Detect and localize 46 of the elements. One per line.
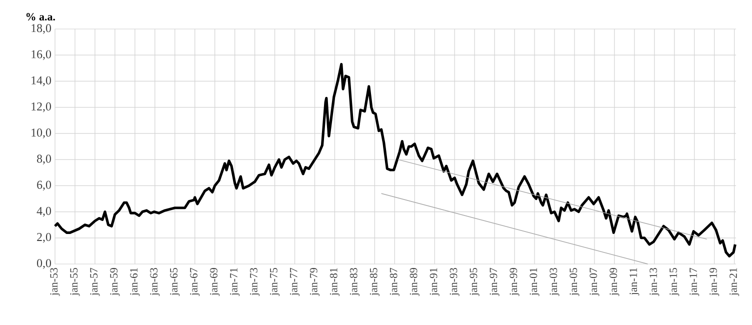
x-tick-label: jan-91 xyxy=(430,268,440,296)
y-tick-label: 2,0 xyxy=(37,232,52,243)
x-tick-label: jan-21 xyxy=(730,268,740,296)
y-tick-label: 0,0 xyxy=(36,259,52,269)
y-tick-label: 14,0 xyxy=(32,76,52,86)
x-tick-label: jan-95 xyxy=(470,268,480,296)
x-tick-label: jan-03 xyxy=(550,268,560,296)
y-tick-label: 16,0 xyxy=(32,50,52,60)
x-tick-label: jan-01 xyxy=(530,268,540,296)
x-tick-label: jan-55 xyxy=(70,268,80,296)
y-tick-label: 18,0 xyxy=(32,24,52,34)
x-tick-label: jan-15 xyxy=(670,268,680,296)
y-tick-label: 4,0 xyxy=(36,206,52,217)
x-tick-label: jan-87 xyxy=(390,268,400,296)
x-tick-label: jan-61 xyxy=(130,268,140,296)
x-tick-label: jan-77 xyxy=(290,268,300,296)
y-tick-label: 6,0 xyxy=(37,180,52,191)
x-tick-label: jan-19 xyxy=(710,268,720,296)
x-tick-label: jan-67 xyxy=(190,268,200,296)
x-tick-label: jan-81 xyxy=(330,268,340,296)
y-tick-label: 8,0 xyxy=(36,154,52,164)
x-tick-label: jan-75 xyxy=(270,268,280,296)
x-tick-label: jan-83 xyxy=(350,268,360,296)
x-tick-label: jan-53 xyxy=(50,268,60,296)
x-tick-label: jan-59 xyxy=(110,268,120,296)
x-tick-label: jan-73 xyxy=(250,268,260,296)
x-tick-label: jan-93 xyxy=(450,268,460,296)
x-tick-label: jan-13 xyxy=(650,268,660,296)
x-tick-label: jan-65 xyxy=(170,268,180,296)
x-tick-label: jan-17 xyxy=(690,268,700,296)
y-tick-label: 10,0 xyxy=(32,128,52,138)
x-tick-label: jan-89 xyxy=(410,268,420,296)
x-tick-label: jan-09 xyxy=(610,268,620,296)
y-tick-label: 12,0 xyxy=(32,102,52,112)
x-tick-label: jan-71 xyxy=(230,268,240,296)
x-tick-label: jan-69 xyxy=(210,268,220,296)
x-tick-label: jan-79 xyxy=(310,268,320,296)
x-tick-label: jan-11 xyxy=(630,268,640,296)
x-tick-label: jan-85 xyxy=(370,268,380,296)
x-tick-label: jan-05 xyxy=(570,268,580,296)
x-tick-label: jan-99 xyxy=(510,268,520,296)
y-axis-title: % a.a. xyxy=(26,13,55,20)
x-tick-label: jan-63 xyxy=(150,268,160,296)
x-tick-label: jan-97 xyxy=(490,268,500,296)
x-tick-label: jan-57 xyxy=(90,268,100,296)
x-tick-label: jan-07 xyxy=(590,268,600,296)
